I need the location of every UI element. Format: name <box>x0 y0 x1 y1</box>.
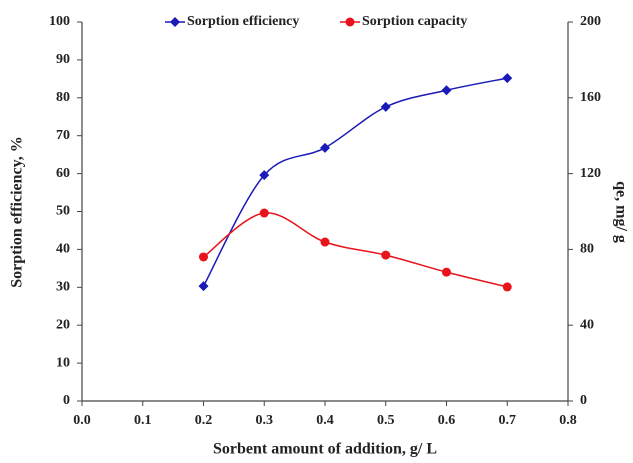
y-tick-label: 60 <box>56 166 70 181</box>
legend-marker <box>170 17 180 27</box>
y-tick-label: 70 <box>56 128 70 143</box>
x-tick-label: 0.7 <box>499 413 517 428</box>
y2-tick-label: 0 <box>580 393 587 408</box>
series-line <box>203 212 508 288</box>
data-point <box>198 281 209 292</box>
y-tick-label: 90 <box>56 52 70 67</box>
data-point <box>502 73 513 84</box>
y-tick-label: 30 <box>56 280 70 295</box>
legend-label: Sorption efficiency <box>187 14 299 29</box>
y-tick-label: 40 <box>56 242 70 257</box>
data-point <box>199 252 208 262</box>
x-tick-label: 0.6 <box>438 413 456 428</box>
y2-tick-label: 40 <box>580 317 594 332</box>
data-point <box>381 250 391 260</box>
y-tick-label: 100 <box>49 14 70 29</box>
x-tick-label: 0.2 <box>195 413 213 428</box>
x-tick-label: 0.1 <box>134 413 152 428</box>
data-point <box>441 85 452 96</box>
y2-tick-label: 160 <box>580 90 601 105</box>
data-point <box>259 208 269 218</box>
y-axis-label: Sorption efficiency, % <box>9 136 26 288</box>
legend-marker <box>345 17 355 27</box>
y2-tick-label: 80 <box>580 242 594 257</box>
data-point <box>320 142 330 153</box>
y-tick-label: 10 <box>56 355 70 370</box>
y-tick-label: 0 <box>63 393 70 408</box>
data-point <box>259 170 270 181</box>
data-point <box>320 237 330 247</box>
y2-tick-label: 200 <box>580 14 601 29</box>
data-point <box>502 282 512 292</box>
x-tick-label: 0.4 <box>316 413 334 428</box>
legend-label: Sorption capacity <box>362 14 467 29</box>
y-tick-label: 50 <box>56 204 70 219</box>
y-tick-label: 20 <box>56 317 70 332</box>
series-line <box>202 77 508 287</box>
x-axis-label: Sorbent amount of addition, g/ L <box>213 441 437 458</box>
y2-tick-label: 120 <box>580 166 601 181</box>
x-tick-label: 0.0 <box>73 413 91 428</box>
x-tick-label: 0.5 <box>377 413 395 428</box>
x-tick-label: 0.8 <box>559 413 577 428</box>
x-tick-label: 0.3 <box>256 413 274 428</box>
data-point <box>380 101 391 112</box>
y2-axis-label: qe, mg/ g <box>612 181 629 243</box>
data-point <box>442 267 451 277</box>
y-tick-label: 80 <box>56 90 70 105</box>
